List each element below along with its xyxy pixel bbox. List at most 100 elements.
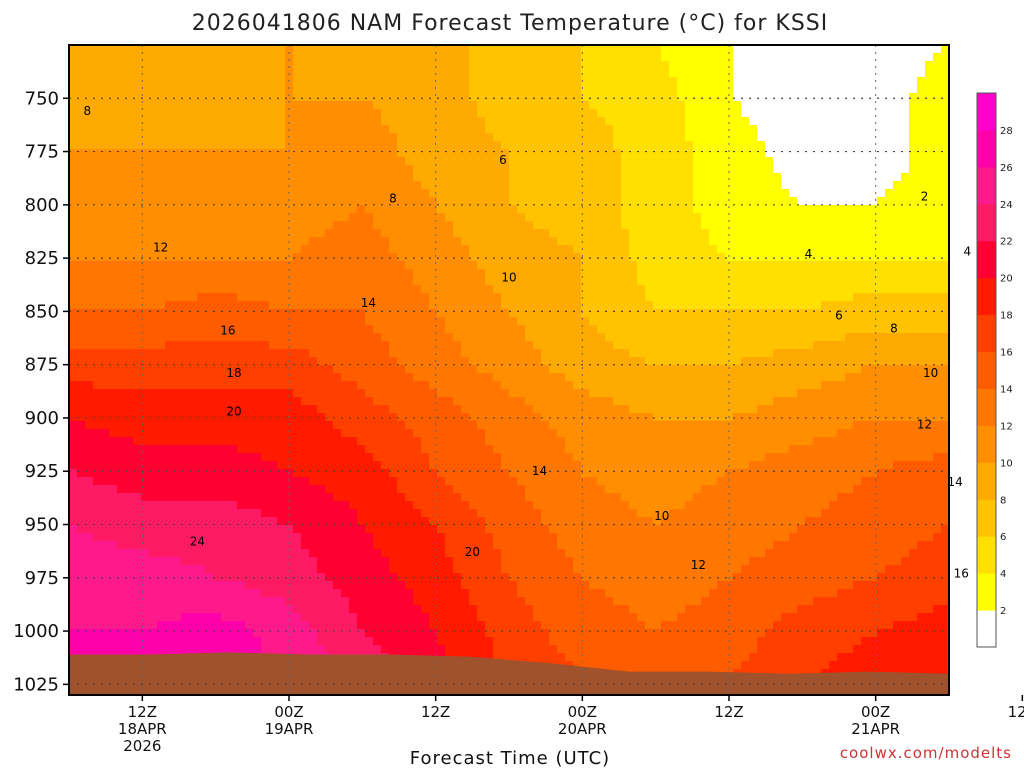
temperature-cell <box>125 405 134 414</box>
temperature-cell <box>245 637 254 646</box>
temperature-cell <box>533 429 542 438</box>
temperature-cell <box>205 197 214 206</box>
temperature-cell <box>245 53 254 62</box>
temperature-cell <box>69 477 78 486</box>
temperature-cell <box>221 245 230 254</box>
temperature-cell <box>181 357 190 366</box>
temperature-cell <box>173 549 182 558</box>
temperature-cell <box>477 445 486 454</box>
temperature-cell <box>149 565 158 574</box>
temperature-cell <box>197 605 206 614</box>
temperature-cell <box>429 613 438 622</box>
temperature-cell <box>101 581 110 590</box>
temperature-cell <box>541 349 550 358</box>
temperature-cell <box>141 381 150 390</box>
temperature-cell <box>77 173 86 182</box>
temperature-cell <box>309 397 318 406</box>
temperature-cell <box>541 325 550 334</box>
temperature-cell <box>229 437 238 446</box>
temperature-cell <box>277 525 286 534</box>
temperature-cell <box>525 269 534 278</box>
temperature-cell <box>317 157 326 166</box>
temperature-cell <box>365 509 374 518</box>
temperature-cell <box>501 285 510 294</box>
temperature-cell <box>237 245 246 254</box>
temperature-cell <box>405 325 414 334</box>
temperature-cell <box>429 541 438 550</box>
temperature-cell <box>157 469 166 478</box>
temperature-cell <box>389 421 398 430</box>
temperature-cell <box>421 509 430 518</box>
temperature-cell <box>277 69 286 78</box>
temperature-cell <box>101 197 110 206</box>
temperature-cell <box>261 165 270 174</box>
temperature-cell <box>109 533 118 542</box>
temperature-cell <box>189 181 198 190</box>
temperature-cell <box>205 237 214 246</box>
temperature-cell <box>181 429 190 438</box>
temperature-cell <box>413 85 422 94</box>
temperature-cell <box>85 229 94 238</box>
temperature-cell <box>221 229 230 238</box>
temperature-cell <box>549 525 558 534</box>
temperature-cell <box>117 53 126 62</box>
temperature-cell <box>357 277 366 286</box>
temperature-cell <box>157 501 166 510</box>
temperature-cell <box>421 549 430 558</box>
temperature-cell <box>141 437 150 446</box>
temperature-cell <box>133 125 142 134</box>
temperature-cell <box>549 429 558 438</box>
temperature-cell <box>453 357 462 366</box>
temperature-cell <box>205 565 214 574</box>
temperature-cell <box>437 629 446 638</box>
temperature-cell <box>213 109 222 118</box>
temperature-cell <box>461 589 470 598</box>
temperature-cell <box>213 293 222 302</box>
temperature-cell <box>541 613 550 622</box>
temperature-cell <box>437 189 446 198</box>
temperature-cell <box>77 181 86 190</box>
temperature-cell <box>525 149 534 158</box>
temperature-cell <box>293 637 302 646</box>
temperature-cell <box>333 581 342 590</box>
temperature-cell <box>133 61 142 70</box>
temperature-cell <box>421 565 430 574</box>
temperature-cell <box>349 477 358 486</box>
temperature-cell <box>429 93 438 102</box>
temperature-cell <box>77 637 86 646</box>
temperature-cell <box>341 541 350 550</box>
temperature-cell <box>125 629 134 638</box>
temperature-cell <box>221 117 230 126</box>
temperature-cell <box>261 61 270 70</box>
temperature-cell <box>197 317 206 326</box>
temperature-cell <box>325 45 334 54</box>
temperature-cell <box>397 589 406 598</box>
temperature-cell <box>341 525 350 534</box>
temperature-cell <box>133 517 142 526</box>
temperature-cell <box>397 429 406 438</box>
temperature-cell <box>477 469 486 478</box>
temperature-cell <box>77 581 86 590</box>
temperature-cell <box>485 125 494 134</box>
temperature-cell <box>197 205 206 214</box>
temperature-cell <box>429 101 438 110</box>
temperature-cell <box>189 325 198 334</box>
temperature-cell <box>253 453 262 462</box>
temperature-cell <box>85 181 94 190</box>
temperature-cell <box>245 317 254 326</box>
temperature-cell <box>237 117 246 126</box>
temperature-cell <box>237 101 246 110</box>
temperature-cell <box>165 365 174 374</box>
temperature-cell <box>485 597 494 606</box>
temperature-cell <box>469 405 478 414</box>
temperature-cell <box>341 333 350 342</box>
temperature-cell <box>445 317 454 326</box>
temperature-cell <box>445 389 454 398</box>
temperature-cell <box>69 565 78 574</box>
temperature-cell <box>277 277 286 286</box>
temperature-cell <box>413 229 422 238</box>
temperature-cell <box>325 197 334 206</box>
temperature-cell <box>221 277 230 286</box>
temperature-cell <box>357 173 366 182</box>
temperature-cell <box>437 645 446 654</box>
